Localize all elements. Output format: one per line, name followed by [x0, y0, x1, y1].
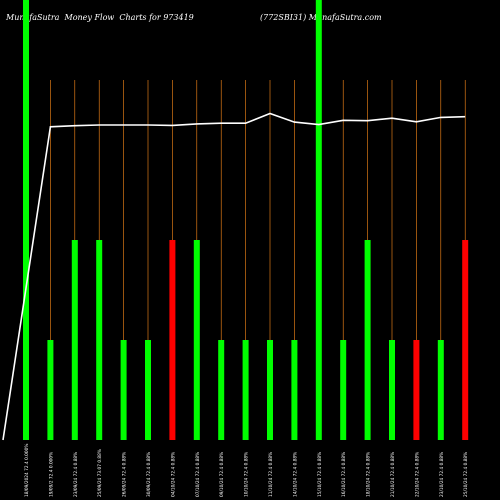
x-tick-label: 11/10/24 72.4 0.88% [268, 452, 274, 497]
money-flow-bar [242, 340, 249, 440]
x-tick-label: 26/09/24 72.4 0.88% [122, 452, 128, 497]
x-tick-label: 15/10/24 72.4 0.88% [317, 452, 323, 497]
x-tick-label: 25/09/24 73.07 0.88% [97, 449, 103, 497]
x-tick-label: 21/10/24 72.4 0.88% [390, 452, 396, 497]
money-flow-bar [413, 340, 420, 440]
x-tick-label: 18/10/24 72.4 0.88% [366, 452, 372, 497]
money-flow-bar [47, 340, 54, 440]
x-tick-label: 18/09/2024 72.4 0.000% [24, 444, 30, 497]
money-flow-bar [218, 340, 225, 440]
money-flow-bar [437, 340, 444, 440]
x-tick-label: 10/10/24 72.4 0.88% [244, 452, 250, 497]
chart-title: MunafaSutra Money Flow Charts for 973419 [6, 13, 194, 22]
x-tick-label: 25/10/24 72.4 0.88% [463, 452, 469, 497]
money-flow-bar [120, 340, 127, 440]
x-tick-label: 04/10/24 72.4 0.88% [170, 452, 176, 497]
money-flow-bar [340, 340, 347, 440]
money-flow-bar [462, 240, 469, 440]
site-name: (772SBI31) MunafaSutra.com [260, 13, 382, 22]
highlight-column [315, 0, 322, 440]
x-tick-label: 23/09/24 72.4 0.88% [73, 452, 79, 497]
x-tick-label: 30/09/24 72.4 0.88% [146, 452, 152, 497]
x-tick-label: 23/10/24 72.4 0.88% [439, 452, 445, 497]
money-flow-bar [145, 340, 151, 440]
money-flow-bar [169, 240, 176, 440]
money-flow-bar [291, 340, 298, 440]
money-flow-bar [364, 240, 371, 440]
x-tick-label: 14/10/24 72.4 0.88% [292, 452, 298, 497]
x-tick-label: 19/09/2 72.4 0.000% [48, 452, 54, 497]
x-tick-label: 22/10/24 72.4 0.88% [414, 452, 420, 497]
highlight-column [23, 0, 29, 440]
money-flow-bar [96, 240, 103, 440]
money-flow-bar [389, 340, 395, 440]
price-line [2, 112, 466, 441]
money-flow-bar [267, 340, 273, 440]
x-tick-label: 07/10/24 72.4 0.88% [195, 452, 201, 497]
x-tick-label: 09/10/24 72.4 0.88% [219, 452, 225, 497]
money-flow-bar [71, 240, 78, 440]
money-flow-bar [193, 240, 200, 440]
x-tick-label: 16/10/24 72.4 0.88% [341, 452, 347, 497]
